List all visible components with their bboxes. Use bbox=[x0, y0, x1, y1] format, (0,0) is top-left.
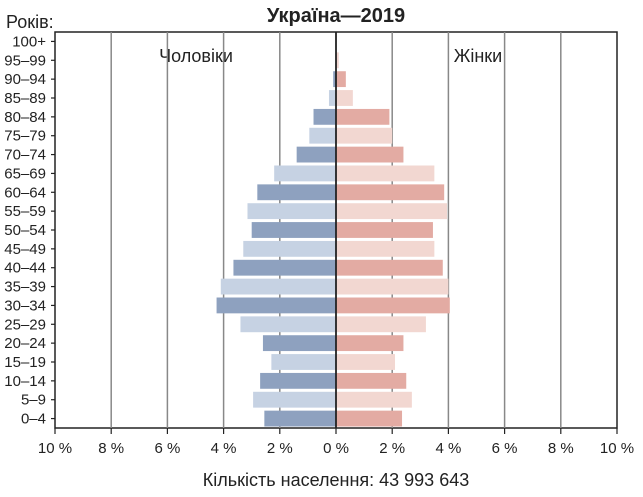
bar-female bbox=[336, 222, 433, 238]
category-label: 55–59 bbox=[4, 203, 46, 220]
category-label: 70–74 bbox=[4, 147, 46, 164]
bar-female bbox=[336, 410, 403, 427]
bar-male bbox=[247, 203, 336, 220]
category-label: 90–94 bbox=[4, 71, 46, 88]
x-tick-label: 4 % bbox=[435, 440, 461, 457]
bar-female bbox=[336, 184, 445, 201]
category-label: 35–39 bbox=[4, 279, 46, 296]
bar-female bbox=[336, 391, 412, 408]
bar-male bbox=[216, 297, 336, 314]
bar-male bbox=[328, 90, 336, 106]
x-tick-label: 10 % bbox=[38, 440, 72, 457]
category-label: 65–69 bbox=[4, 165, 46, 182]
category-label: 40–44 bbox=[4, 260, 46, 277]
category-label: 25–29 bbox=[4, 316, 46, 333]
x-tick-label: 0 % bbox=[323, 440, 349, 457]
category-label: 5–9 bbox=[21, 392, 46, 409]
category-label: 50–54 bbox=[4, 222, 46, 239]
y-axis-label: Років: bbox=[6, 12, 54, 32]
bar-male bbox=[220, 278, 336, 295]
bar-female bbox=[336, 316, 426, 333]
category-label: 100+ bbox=[12, 33, 46, 50]
bar-male bbox=[333, 71, 336, 88]
bar-male bbox=[271, 354, 336, 370]
x-tick-label: 2 % bbox=[267, 440, 293, 457]
category-label: 10–14 bbox=[4, 373, 46, 390]
category-label: 45–49 bbox=[4, 241, 46, 258]
bar-male bbox=[253, 391, 336, 408]
bar-female bbox=[336, 259, 443, 276]
bar-male bbox=[264, 410, 336, 427]
category-label: 30–34 bbox=[4, 297, 46, 314]
bar-male bbox=[233, 259, 336, 276]
category-label: 95–99 bbox=[4, 52, 46, 69]
bar-female bbox=[336, 71, 346, 88]
bar-female bbox=[336, 297, 450, 314]
legend-male: Чоловіки bbox=[159, 46, 233, 66]
bar-female bbox=[336, 203, 447, 220]
bar-female bbox=[336, 354, 396, 370]
bar-female bbox=[336, 108, 390, 125]
bar-female bbox=[336, 278, 449, 295]
category-label: 20–24 bbox=[4, 335, 46, 352]
bar-male bbox=[240, 316, 336, 333]
x-tick-label: 2 % bbox=[379, 440, 405, 457]
bar-female bbox=[336, 52, 339, 69]
x-tick-label: 8 % bbox=[548, 440, 574, 457]
bar-male bbox=[274, 165, 336, 182]
bar-male bbox=[309, 127, 336, 144]
bar-female bbox=[336, 127, 393, 144]
x-tick-label: 8 % bbox=[98, 440, 124, 457]
category-label: 0–4 bbox=[21, 411, 46, 428]
x-tick-label: 6 % bbox=[154, 440, 180, 457]
category-label: 85–89 bbox=[4, 90, 46, 107]
bar-male bbox=[260, 372, 336, 389]
bar-male bbox=[296, 146, 336, 163]
bar-female bbox=[336, 372, 407, 389]
bar-male bbox=[243, 240, 336, 257]
x-tick-label: 10 % bbox=[600, 440, 634, 457]
bar-female bbox=[336, 90, 353, 106]
bar-male bbox=[313, 108, 336, 125]
bar-male bbox=[257, 184, 336, 201]
category-label: 75–79 bbox=[4, 128, 46, 145]
bar-male bbox=[262, 335, 336, 352]
bar-female bbox=[336, 335, 404, 352]
x-tick-label: 6 % bbox=[492, 440, 518, 457]
legend-female: Жінки bbox=[454, 46, 503, 66]
bar-female bbox=[336, 146, 404, 163]
bar-female bbox=[336, 165, 435, 182]
x-tick-label: 4 % bbox=[211, 440, 237, 457]
x-axis-label: Кількість населення: 43 993 643 bbox=[203, 470, 469, 490]
bar-female bbox=[336, 240, 435, 257]
chart-title: Україна—2019 bbox=[267, 5, 405, 27]
category-label: 15–19 bbox=[4, 354, 46, 371]
category-label: 80–84 bbox=[4, 109, 46, 126]
category-label: 60–64 bbox=[4, 184, 46, 201]
bar-male bbox=[251, 222, 336, 238]
